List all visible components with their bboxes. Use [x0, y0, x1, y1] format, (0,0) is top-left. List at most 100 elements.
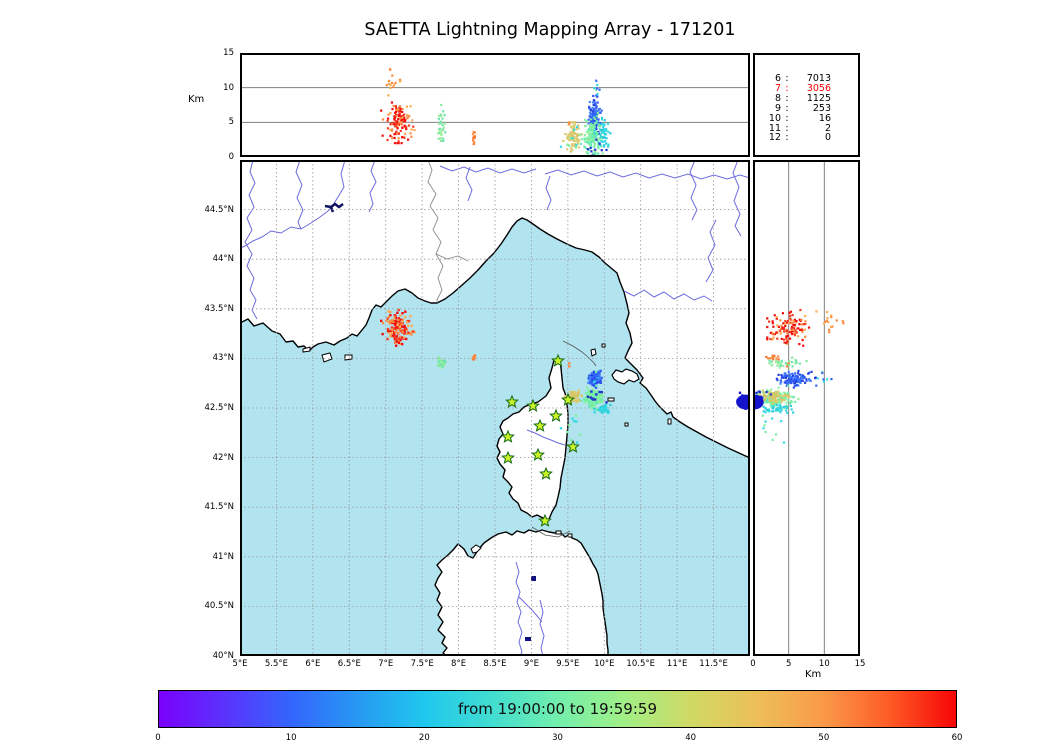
- lightning-source-point: [792, 328, 795, 332]
- lightning-source-point: [389, 329, 392, 333]
- lightning-source-point: [585, 400, 589, 403]
- lightning-source-point: [769, 393, 772, 396]
- lightning-source-point: [402, 117, 406, 121]
- lightning-source-point: [588, 128, 591, 131]
- lightning-source-point: [786, 362, 789, 365]
- island-giglio: [667, 418, 672, 425]
- lightning-source-point: [785, 374, 788, 377]
- lat-tick-41.5°N: 41.5°N: [204, 502, 234, 513]
- separator: :: [785, 112, 789, 124]
- rivers: [240, 160, 750, 656]
- lightning-source-point: [777, 362, 780, 365]
- lightning-source-point: [396, 125, 399, 128]
- lightning-source-point: [396, 142, 399, 145]
- top-km-tick-0: 0: [228, 152, 234, 162]
- flash-level: 6: [774, 73, 781, 84]
- lightning-source-point: [573, 390, 576, 394]
- lightning-source-point: [765, 408, 768, 411]
- lightning-source-point: [577, 134, 580, 137]
- lightning-source-point: [401, 107, 404, 111]
- lightning-source-point: [412, 330, 415, 333]
- lightning-source-point: [387, 82, 390, 85]
- lightning-source-point: [599, 133, 602, 136]
- lightning-source-point: [766, 336, 769, 339]
- flash-count-row: 12: 0: [755, 133, 858, 143]
- lightning-source-point: [571, 395, 575, 398]
- lightning-source-point: [600, 149, 603, 152]
- lightning-source-point: [589, 135, 592, 139]
- lightning-source-point: [569, 138, 572, 141]
- lightning-source-point: [786, 379, 789, 382]
- lightning-source-point: [784, 380, 787, 383]
- lightning-source-point: [573, 123, 576, 126]
- lightning-source-point: [769, 403, 772, 406]
- lightning-source-point: [798, 362, 802, 365]
- lightning-source-point: [574, 392, 578, 395]
- lightning-source-point: [790, 360, 794, 364]
- lightning-source-point: [601, 136, 605, 139]
- lightning-source-point: [597, 381, 600, 384]
- lightning-source-point: [397, 341, 401, 344]
- lightning-source-point: [791, 356, 794, 359]
- lightning-source-point: [824, 320, 827, 323]
- lightning-source-point: [596, 373, 599, 376]
- map-edge-navy-blob: [736, 394, 750, 410]
- lightning-source-point: [589, 133, 593, 136]
- lightning-source-point: [594, 102, 597, 105]
- lightning-source-point: [387, 79, 391, 83]
- lightning-source-point: [785, 401, 788, 404]
- lightning-source-point: [589, 146, 592, 150]
- lightning-source-point: [574, 146, 578, 149]
- lightning-source-point: [381, 118, 385, 121]
- lightning-source-point: [593, 372, 596, 375]
- lightning-source-point: [810, 370, 813, 373]
- lightning-source-point: [386, 329, 390, 332]
- lightning-source-point: [597, 152, 600, 155]
- lightning-source-point: [571, 149, 574, 152]
- lma-station-star: [539, 466, 553, 480]
- lightning-source-point: [393, 115, 396, 118]
- lightning-source-point: [410, 324, 413, 327]
- lightning-source-point: [795, 319, 798, 323]
- lightning-source-point: [380, 319, 383, 323]
- lightning-source-point: [780, 392, 783, 395]
- lightning-source-point: [781, 327, 784, 331]
- lightning-source-point: [596, 371, 599, 375]
- lightning-source-point: [782, 376, 785, 379]
- flash-count-value: 1125: [806, 92, 831, 104]
- lightning-source-point: [598, 111, 601, 114]
- lightning-source-point: [573, 132, 576, 135]
- island-capraia: [590, 348, 597, 357]
- lightning-source-point: [584, 118, 587, 122]
- lightning-source-point: [403, 120, 406, 123]
- lon-tick-7.5°E: 7.5°E: [410, 659, 434, 669]
- lightning-source-point: [571, 124, 574, 127]
- lightning-source-point: [777, 325, 780, 328]
- lightning-source-point: [771, 402, 775, 405]
- lightning-source-point: [595, 124, 598, 128]
- lightning-source-point: [771, 363, 774, 367]
- lightning-source-point: [790, 376, 794, 379]
- lightning-source-point: [593, 132, 596, 135]
- lightning-source-point: [439, 131, 442, 134]
- lightning-source-point: [593, 384, 596, 387]
- lightning-source-point: [397, 118, 400, 121]
- lightning-source-point: [589, 126, 592, 129]
- lightning-source-point: [779, 331, 782, 334]
- lightning-source-point: [782, 394, 785, 397]
- lightning-source-point: [593, 407, 596, 411]
- lightning-source-point: [786, 340, 789, 343]
- lightning-source-point: [400, 142, 403, 145]
- lightning-source-point: [575, 125, 579, 129]
- lightning-source-point: [590, 126, 593, 129]
- lightning-source-point: [604, 139, 607, 143]
- lightning-source-point: [596, 111, 599, 115]
- lightning-source-point: [579, 133, 582, 136]
- lightning-source-point: [597, 118, 600, 121]
- lightning-source-point: [601, 152, 604, 155]
- lightning-source-point: [592, 130, 595, 133]
- lightning-source-point: [389, 314, 392, 317]
- lightning-source-point: [583, 399, 586, 402]
- lightning-source-point: [762, 410, 765, 413]
- landmasses: [240, 160, 750, 656]
